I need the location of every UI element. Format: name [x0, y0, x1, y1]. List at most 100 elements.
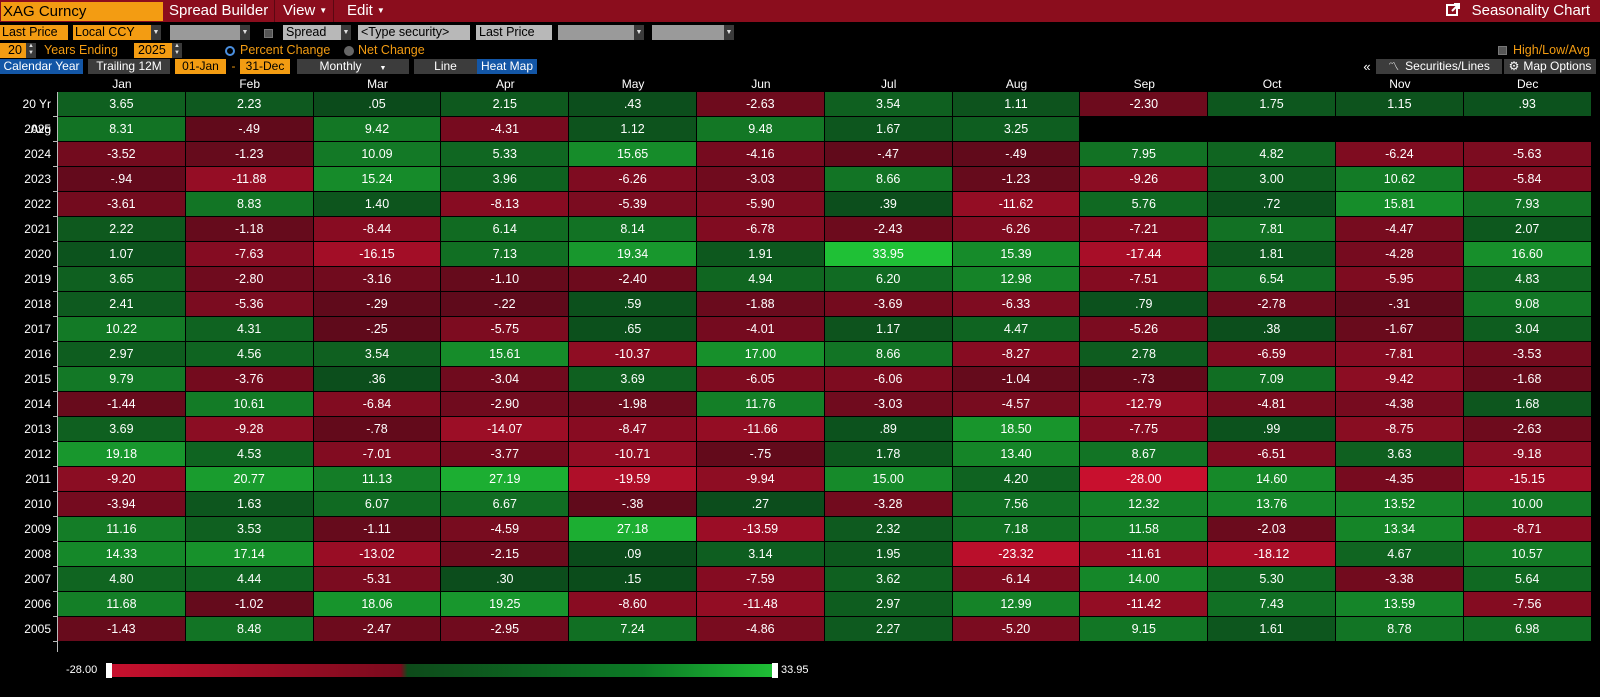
- map-options-button[interactable]: ⚙ Map Options: [1504, 59, 1596, 74]
- heatmap-cell[interactable]: 27.18: [569, 517, 697, 542]
- heatmap-cell[interactable]: 3.96: [441, 167, 570, 192]
- heatmap-cell[interactable]: -2.03: [1208, 517, 1336, 542]
- heatmap-cell[interactable]: 2.41: [58, 292, 186, 317]
- heatmap-cell[interactable]: 15.24: [313, 167, 442, 192]
- heatmap-cell[interactable]: 9.42: [313, 117, 442, 142]
- heatmap-cell[interactable]: -7.75: [1080, 417, 1209, 442]
- heatmap-cell[interactable]: -.29: [313, 292, 442, 317]
- heatmap-cell[interactable]: -8.47: [569, 417, 697, 442]
- field2-select[interactable]: Last Price: [476, 25, 552, 40]
- heatmap-cell[interactable]: 3.65: [58, 267, 186, 292]
- heatmap-cell[interactable]: -9.94: [697, 467, 825, 492]
- heatmap-cell[interactable]: -4.86: [697, 617, 825, 642]
- heatmap-cell[interactable]: -1.68: [1463, 367, 1592, 392]
- heatmap-cell[interactable]: 1.67: [824, 117, 953, 142]
- heatmap-cell[interactable]: -3.77: [441, 442, 570, 467]
- heatmap-cell[interactable]: 3.54: [824, 92, 953, 117]
- heatmap-cell[interactable]: 13.52: [1336, 492, 1464, 517]
- start-date-input[interactable]: 01-Jan: [175, 59, 226, 74]
- heatmap-cell[interactable]: 20.77: [185, 467, 314, 492]
- heatmap-cell[interactable]: -.22: [441, 292, 570, 317]
- heatmap-cell[interactable]: 4.80: [58, 567, 186, 592]
- heatmap-cell[interactable]: -5.39: [569, 192, 697, 217]
- heatmap-cell[interactable]: 1.75: [1208, 92, 1336, 117]
- heatmap-cell[interactable]: -1.44: [58, 392, 186, 417]
- heatmap-cell[interactable]: -6.24: [1336, 142, 1464, 167]
- heatmap-cell[interactable]: 33.95: [824, 242, 953, 267]
- heatmap-cell[interactable]: 12.98: [952, 267, 1081, 292]
- heatmap-cell[interactable]: .79: [1080, 292, 1209, 317]
- heatmap-cell[interactable]: 3.53: [185, 517, 314, 542]
- heatmap-cell[interactable]: 1.12: [569, 117, 697, 142]
- blank-select-3[interactable]: ▼: [652, 25, 734, 40]
- heatmap-cell[interactable]: -1.67: [1336, 317, 1464, 342]
- tab-trailing-12m[interactable]: Trailing 12M: [88, 59, 170, 74]
- heatmap-cell[interactable]: 5.64: [1463, 567, 1592, 592]
- heatmap-cell[interactable]: -4.35: [1336, 467, 1464, 492]
- spread-select[interactable]: Spread ▼: [283, 25, 351, 40]
- heatmap-cell[interactable]: -4.01: [697, 317, 825, 342]
- heatmap-cell[interactable]: -1.23: [952, 167, 1081, 192]
- heatmap-cell[interactable]: -5.26: [1080, 317, 1209, 342]
- ticker-field[interactable]: XAG Curncy: [1, 2, 163, 21]
- heatmap-cell[interactable]: -3.61: [58, 192, 186, 217]
- heatmap-cell[interactable]: -3.04: [441, 367, 570, 392]
- heatmap-cell[interactable]: 19.25: [441, 592, 570, 617]
- heatmap-cell[interactable]: -6.05: [697, 367, 825, 392]
- heatmap-cell[interactable]: 2.07: [1463, 217, 1592, 242]
- scale-max-handle[interactable]: [772, 663, 778, 678]
- heatmap-cell[interactable]: -5.84: [1463, 167, 1592, 192]
- heatmap-cell[interactable]: -4.28: [1336, 242, 1464, 267]
- heatmap-cell[interactable]: .39: [824, 192, 953, 217]
- heatmap-cell[interactable]: -10.71: [569, 442, 697, 467]
- heatmap-cell[interactable]: -11.48: [697, 592, 825, 617]
- heatmap-cell[interactable]: 15.65: [569, 142, 697, 167]
- heatmap-cell[interactable]: 9.79: [58, 367, 186, 392]
- heatmap-cell[interactable]: -2.40: [569, 267, 697, 292]
- heatmap-cell[interactable]: 3.69: [569, 367, 697, 392]
- heatmap-cell[interactable]: 1.81: [1208, 242, 1336, 267]
- heatmap-cell[interactable]: 12.99: [952, 592, 1081, 617]
- heatmap-cell[interactable]: -.38: [569, 492, 697, 517]
- heatmap-cell[interactable]: -3.16: [313, 267, 442, 292]
- heatmap-cell[interactable]: 3.14: [697, 542, 825, 567]
- heatmap-cell[interactable]: -28.00: [1080, 467, 1209, 492]
- heatmap-cell[interactable]: -3.52: [58, 142, 186, 167]
- heatmap-cell[interactable]: 11.76: [697, 392, 825, 417]
- heatmap-cell[interactable]: 11.13: [313, 467, 442, 492]
- heatmap-cell[interactable]: .09: [569, 542, 697, 567]
- stepper-arrows-icon[interactable]: ▲ ▼: [26, 43, 36, 58]
- heatmap-cell[interactable]: -7.81: [1336, 342, 1464, 367]
- heatmap-cell[interactable]: -.73: [1080, 367, 1209, 392]
- heatmap-cell[interactable]: -6.26: [952, 217, 1081, 242]
- heatmap-cell[interactable]: -4.57: [952, 392, 1081, 417]
- heatmap-cell[interactable]: -2.78: [1208, 292, 1336, 317]
- heatmap-cell[interactable]: -2.43: [824, 217, 953, 242]
- heatmap-cell[interactable]: 3.54: [313, 342, 442, 367]
- menu-spread-builder[interactable]: Spread Builder: [163, 0, 276, 22]
- heatmap-cell[interactable]: 2.32: [824, 517, 953, 542]
- heatmap-cell[interactable]: 2.97: [58, 342, 186, 367]
- heatmap-cell[interactable]: .43: [569, 92, 697, 117]
- heatmap-cell[interactable]: -12.79: [1080, 392, 1209, 417]
- heatmap-cell[interactable]: -8.71: [1463, 517, 1592, 542]
- heatmap-cell[interactable]: 16.60: [1463, 242, 1592, 267]
- heatmap-cell[interactable]: 5.33: [441, 142, 570, 167]
- heatmap-cell[interactable]: -.75: [697, 442, 825, 467]
- end-date-input[interactable]: 31-Dec: [240, 59, 290, 74]
- heatmap-cell[interactable]: 2.15: [441, 92, 570, 117]
- heatmap-cell[interactable]: -11.66: [697, 417, 825, 442]
- heatmap-cell[interactable]: .30: [441, 567, 570, 592]
- heatmap-cell[interactable]: 27.19: [441, 467, 570, 492]
- heatmap-cell[interactable]: -7.51: [1080, 267, 1209, 292]
- heatmap-cell[interactable]: 13.59: [1336, 592, 1464, 617]
- heatmap-cell[interactable]: -8.44: [313, 217, 442, 242]
- heatmap-cell[interactable]: 4.47: [952, 317, 1081, 342]
- heatmap-cell[interactable]: 1.40: [313, 192, 442, 217]
- heatmap-cell[interactable]: 6.20: [824, 267, 953, 292]
- blank-select-1[interactable]: ▼: [170, 25, 250, 40]
- heatmap-cell[interactable]: .93: [1463, 92, 1592, 117]
- heatmap-cell[interactable]: 1.15: [1336, 92, 1464, 117]
- heatmap-cell[interactable]: 4.20: [952, 467, 1081, 492]
- heatmap-cell[interactable]: 7.56: [952, 492, 1081, 517]
